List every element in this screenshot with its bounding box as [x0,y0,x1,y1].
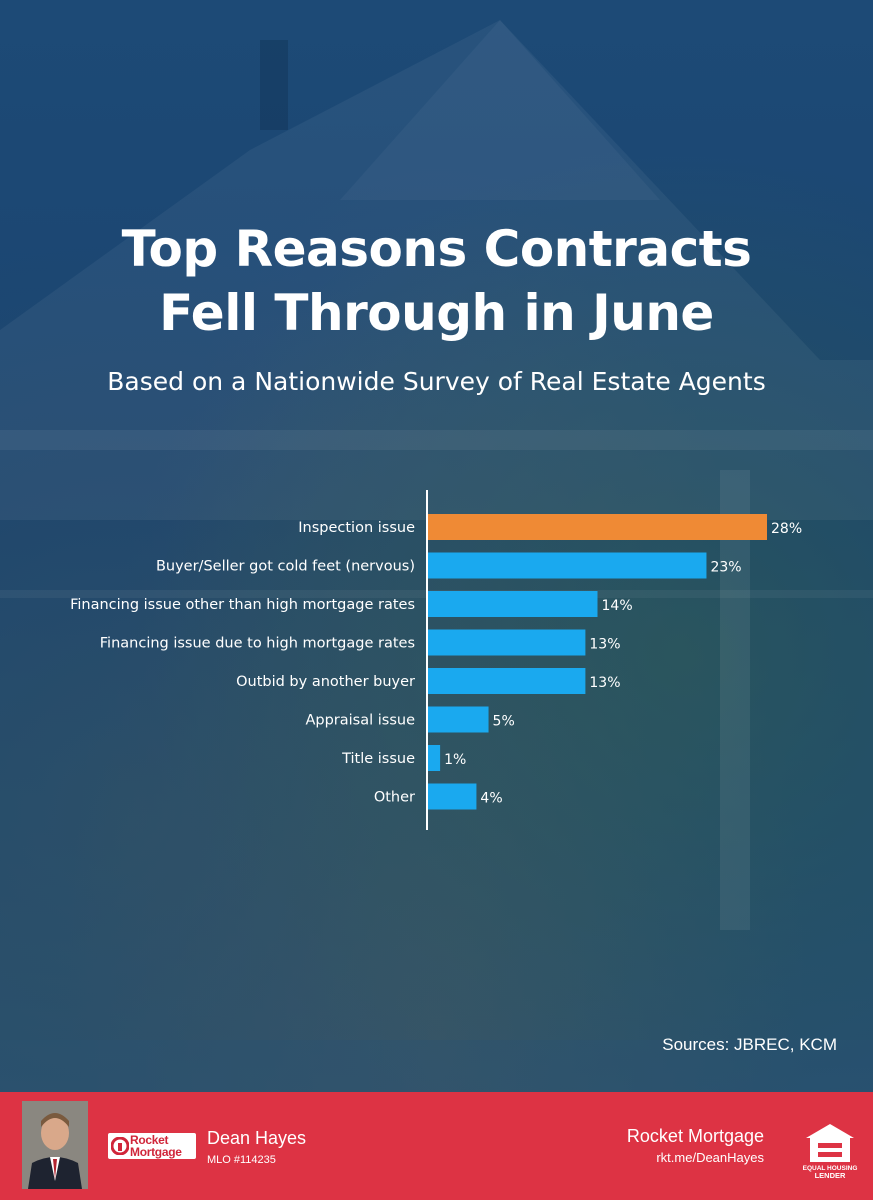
agent-photo [22,1101,88,1189]
bar [428,668,586,694]
agent-name: Dean Hayes [207,1128,307,1148]
equal-housing-lender-icon: EQUAL HOUSING LENDER [803,1124,858,1180]
category-label: Title issue [341,751,415,767]
value-label: 4% [480,791,502,807]
value-label: 14% [602,598,633,614]
category-label: Appraisal issue [305,713,415,729]
category-label: Other [374,790,415,806]
bar-chart: Inspection issue 28% Buyer/Seller got cold… [70,490,802,830]
brand-name: Rocket Mortgage [626,1126,764,1146]
agent-mlo-number: MLO #114235 [207,1154,276,1166]
category-label: Financing issue other than high mortgage… [70,597,415,613]
background-photo [0,0,873,1092]
chart-title-line1: Top Reasons Contracts [121,220,752,278]
chart-title-line2: Fell Through in June [159,284,714,342]
chart-subtitle: Based on a Nationwide Survey of Real Est… [107,367,766,396]
category-label: Inspection issue [298,520,415,536]
category-label: Buyer/Seller got cold feet (nervous) [156,559,415,575]
bar [428,514,767,540]
value-label: 5% [493,714,515,730]
value-label: 13% [589,675,620,691]
rocket-logo-icon [111,1137,129,1155]
bar [428,745,441,771]
bar [428,552,707,579]
bar [428,783,477,810]
rocket-mortgage-logo: Rocket Mortgage [108,1133,196,1159]
bar [428,591,598,617]
value-label: 23% [710,560,741,576]
category-label: Outbid by another buyer [236,674,415,690]
value-label: 28% [771,521,802,537]
logo-text-rocket: Rocket [130,1133,169,1147]
bar [428,706,489,733]
bar [428,629,586,656]
footer-bar: Rocket Mortgage Dean Hayes MLO #114235 R… [0,1092,873,1200]
ehl-text-line2: LENDER [815,1171,846,1180]
ehl-text-line1: EQUAL HOUSING [803,1165,858,1172]
category-label: Financing issue due to high mortgage rat… [100,636,415,652]
logo-text-mortgage: Mortgage [130,1145,182,1159]
brand-url-link[interactable]: rkt.me/DeanHayes [656,1150,764,1165]
value-label: 1% [444,752,466,768]
value-label: 13% [589,637,620,653]
sources-note: Sources: JBREC, KCM [662,1035,837,1054]
